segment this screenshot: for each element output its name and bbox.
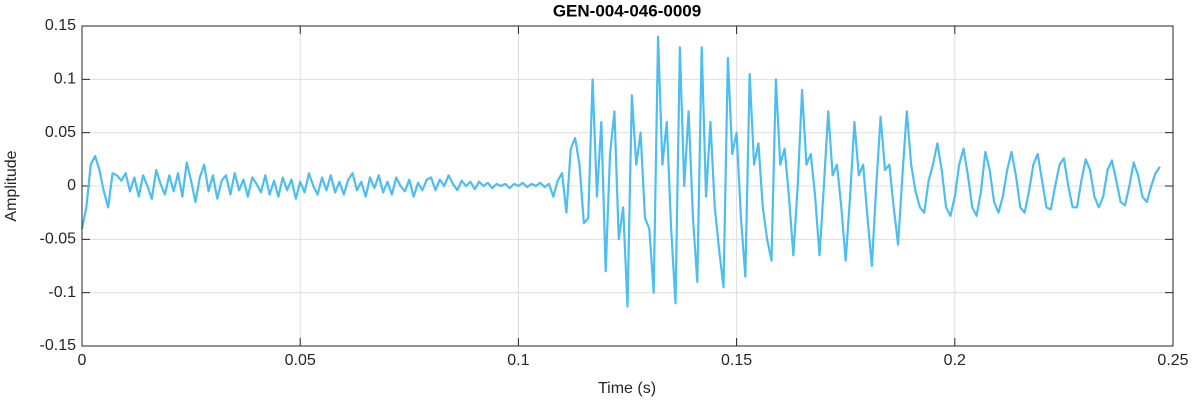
x-axis-label: Time (s)	[598, 380, 656, 397]
x-tick-label: 0.15	[721, 352, 752, 369]
x-tick-label: 0.05	[285, 352, 316, 369]
y-tick-label: 0.15	[45, 17, 76, 34]
y-axis-label: Amplitude	[3, 150, 20, 221]
x-tick-label: 0.2	[944, 352, 966, 369]
y-tick-label: -0.15	[40, 337, 77, 354]
y-tick-label: 0	[67, 177, 76, 194]
y-tick-label: 0.1	[54, 71, 76, 88]
y-tick-label: 0.05	[45, 124, 76, 141]
x-tick-label: 0	[78, 352, 87, 369]
waveform-line	[80, 35, 1161, 308]
y-tick-label: -0.1	[48, 284, 76, 301]
x-tick-label: 0.25	[1157, 352, 1188, 369]
chart-title: GEN-004-046-0009	[553, 1, 701, 20]
axes-box	[81, 25, 1174, 347]
x-tick-label: 0.1	[507, 352, 529, 369]
y-tick-label: -0.05	[40, 231, 77, 248]
